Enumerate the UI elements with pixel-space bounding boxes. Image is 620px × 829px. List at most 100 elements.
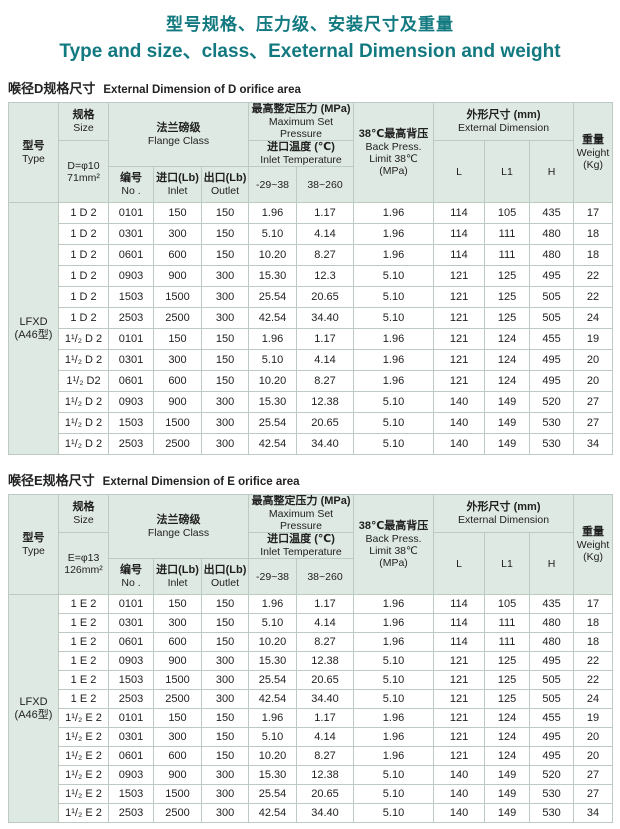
data-cell: 0903 [108, 651, 154, 671]
data-cell: 149 [484, 803, 531, 823]
col-header-inlet: 进口(Lb) Inlet [153, 558, 202, 595]
col-header-l: L [433, 532, 486, 595]
data-cell: 150 [153, 328, 202, 350]
data-cell: 1 D 2 [58, 244, 109, 266]
data-cell: 150 [153, 594, 202, 614]
data-cell: 15.30 [248, 391, 298, 413]
data-cell: 124 [484, 708, 531, 728]
data-cell: 150 [153, 708, 202, 728]
table-row: 1¹/₂ D2 0601 600 150 10.20 8.27 1.96 121 124 495 2… [9, 370, 614, 392]
data-cell: 20 [573, 370, 614, 392]
data-cell: 1¹/₂ D 2 [58, 391, 109, 413]
col-header-temp-range-low: -29~38 [248, 558, 298, 595]
col-header-max-set-pressure: 最高整定压力 (MPa) Maximum Set Pressure [248, 494, 355, 533]
data-cell: 150 [200, 727, 250, 747]
type-value-cell: LFXD (A46型) [8, 202, 59, 455]
spec-table: 型号 Type 规格 Size 法兰磅级 Flange Class 最高整定压力… [8, 102, 614, 455]
data-cell: 18 [573, 613, 614, 633]
section-e-orifice: 喉径E规格尺寸 External Dimension of E orifice a… [8, 470, 614, 823]
data-cell: 495 [529, 727, 575, 747]
data-cell: 1.17 [296, 594, 355, 614]
data-cell: 18 [573, 223, 614, 245]
data-cell: 42.54 [248, 433, 298, 455]
data-cell: 0903 [108, 391, 154, 413]
data-cell: 150 [200, 244, 250, 266]
data-cell: 2500 [153, 689, 202, 709]
col-header-inlet-temperature: 进口温度 (℃) Inlet Temperature [248, 532, 355, 559]
data-cell: 600 [153, 244, 202, 266]
data-cell: 1 D 2 [58, 307, 109, 329]
col-header-h: H [529, 532, 575, 595]
data-cell: 1.96 [248, 594, 298, 614]
data-cell: 25.54 [248, 412, 298, 434]
data-cell: 150 [200, 349, 250, 371]
data-cell: 150 [200, 202, 250, 224]
data-cell: 150 [200, 708, 250, 728]
table-row: 1 D 2 2503 2500 300 42.54 34.40 5.10 121 125 505 2… [9, 307, 614, 329]
section-title-zh: 喉径D规格尺寸 [8, 81, 96, 96]
data-cell: 114 [433, 202, 486, 224]
data-cell: 1 D 2 [58, 202, 109, 224]
data-cell: 300 [153, 349, 202, 371]
data-cell: 121 [433, 307, 486, 329]
data-cell: 300 [200, 307, 250, 329]
data-cell: 1 E 2 [58, 613, 109, 633]
data-cell: 125 [484, 689, 531, 709]
col-header-weight: 重量 Weight (Kg) [573, 494, 614, 595]
data-cell: 0601 [108, 746, 154, 766]
data-cell: 25.54 [248, 784, 298, 804]
data-cell: 495 [529, 651, 575, 671]
table-row: 1¹/₂ D 2 0903 900 300 15.30 12.38 5.10 140 149 52… [9, 391, 614, 413]
data-cell: 505 [529, 670, 575, 690]
spec-table: 型号 Type 规格 Size 法兰磅级 Flange Class 最高整定压力… [8, 494, 614, 823]
data-cell: 150 [200, 613, 250, 633]
data-cell: 140 [433, 391, 486, 413]
data-cell: 1¹/₂ E 2 [58, 803, 109, 823]
data-cell: 1¹/₂ E 2 [58, 708, 109, 728]
data-cell: 435 [529, 202, 575, 224]
data-cell: 1.17 [296, 328, 355, 350]
data-cell: 0903 [108, 265, 154, 287]
data-cell: 300 [153, 223, 202, 245]
data-cell: 124 [484, 727, 531, 747]
section-d-orifice: 喉径D规格尺寸 External Dimension of D orifice a… [8, 78, 614, 455]
data-cell: 5.10 [248, 223, 298, 245]
data-cell: 2500 [153, 433, 202, 455]
data-cell: 505 [529, 307, 575, 329]
data-cell: 5.10 [353, 651, 435, 671]
data-cell: 124 [484, 370, 531, 392]
data-cell: 495 [529, 265, 575, 287]
data-cell: 1.96 [353, 244, 435, 266]
data-cell: 8.27 [296, 632, 355, 652]
data-cell: 300 [200, 391, 250, 413]
data-cell: 27 [573, 391, 614, 413]
data-cell: 34.40 [296, 433, 355, 455]
data-cell: 18 [573, 244, 614, 266]
data-cell: 505 [529, 689, 575, 709]
data-cell: 530 [529, 433, 575, 455]
data-cell: 300 [200, 784, 250, 804]
data-cell: 20.65 [296, 412, 355, 434]
data-cell: 0601 [108, 632, 154, 652]
data-cell: 1.96 [353, 328, 435, 350]
data-cell: 600 [153, 370, 202, 392]
data-cell: 12.38 [296, 391, 355, 413]
data-cell: 124 [484, 349, 531, 371]
data-cell: 1¹/₂ E 2 [58, 765, 109, 785]
table-row: LFXD (A46型) 1 D 2 0101 150 150 1.96 1.17 1.96 114… [8, 202, 614, 455]
data-cell: 149 [484, 412, 531, 434]
data-cell: 0301 [108, 727, 154, 747]
table-row: 1¹/₂ D 2 0101 150 150 1.96 1.17 1.96 121 124 455 1… [9, 328, 614, 350]
data-cell: 1¹/₂ E 2 [58, 784, 109, 804]
data-cell: 125 [484, 265, 531, 287]
data-cell: 111 [484, 613, 531, 633]
data-cell: 1¹/₂ D 2 [58, 433, 109, 455]
table-row: 1¹/₂ E 2 0903 900 300 15.30 12.38 5.10 140 149 52… [9, 765, 614, 785]
col-header-inlet-temperature: 进口温度 (℃) Inlet Temperature [248, 140, 355, 167]
table-row: 1 E 2 0301 300 150 5.10 4.14 1.96 114 111 480 18 [9, 613, 614, 633]
data-cell: 505 [529, 286, 575, 308]
data-cell: 8.27 [296, 244, 355, 266]
data-cell: 10.20 [248, 746, 298, 766]
data-cell: 1¹/₂ D2 [58, 370, 109, 392]
